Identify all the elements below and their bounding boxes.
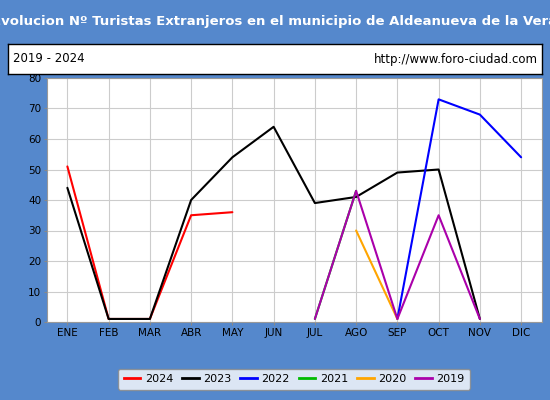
Text: 2019 - 2024: 2019 - 2024: [13, 52, 84, 66]
Text: Evolucion Nº Turistas Extranjeros en el municipio de Aldeanueva de la Vera: Evolucion Nº Turistas Extranjeros en el …: [0, 14, 550, 28]
Legend: 2024, 2023, 2022, 2021, 2020, 2019: 2024, 2023, 2022, 2021, 2020, 2019: [118, 368, 470, 390]
Text: http://www.foro-ciudad.com: http://www.foro-ciudad.com: [373, 52, 537, 66]
